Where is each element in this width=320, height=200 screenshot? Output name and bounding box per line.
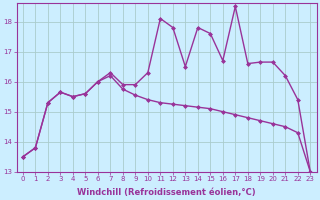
X-axis label: Windchill (Refroidissement éolien,°C): Windchill (Refroidissement éolien,°C) xyxy=(77,188,256,197)
